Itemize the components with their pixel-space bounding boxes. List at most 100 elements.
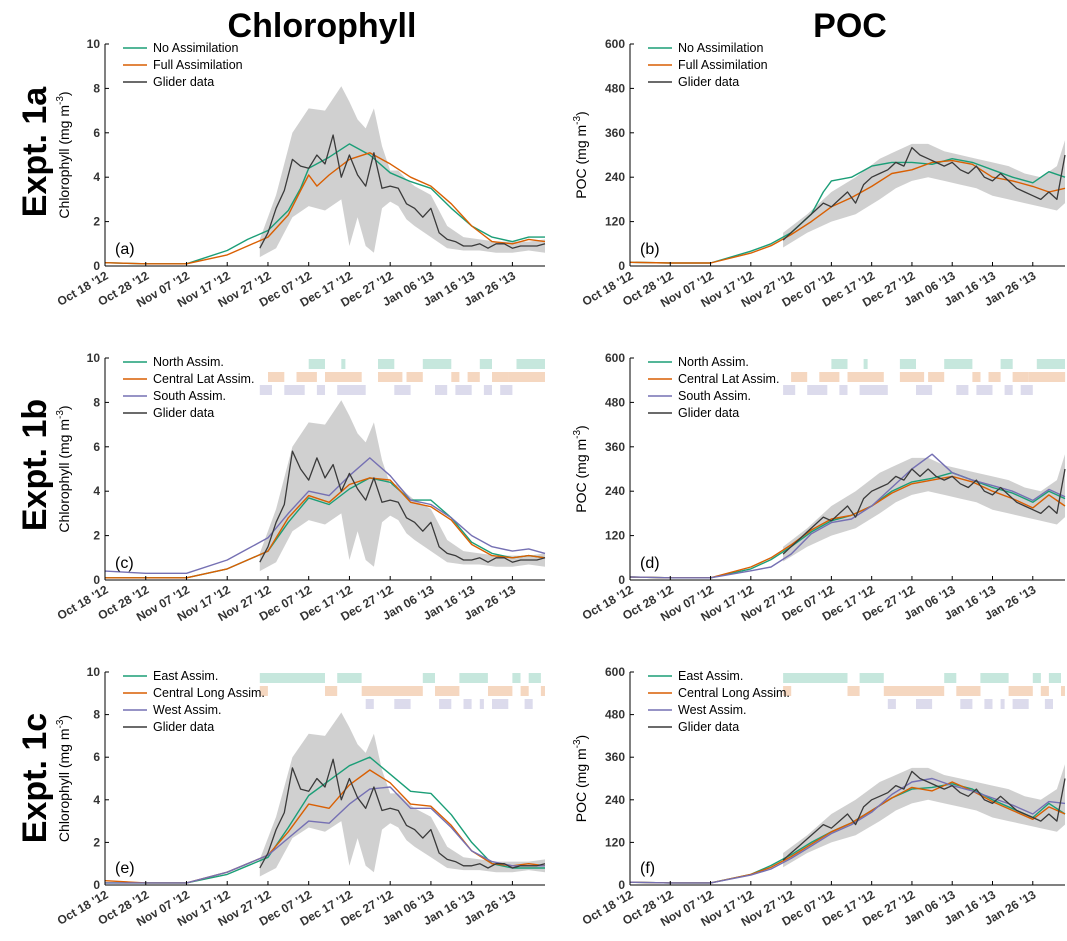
panel-label: (e) [115, 860, 135, 877]
legend-label: Full Assimilation [678, 58, 768, 72]
series-line-glider [782, 146, 1066, 241]
y-tick-label: 240 [605, 484, 625, 498]
y-axis-label: Chlorophyll (mg m-3) [55, 405, 72, 532]
uncertainty-band [259, 712, 545, 877]
y-tick-label: 120 [605, 529, 625, 543]
series-line-glider [259, 450, 546, 563]
assimilation-window-teal [528, 673, 541, 683]
y-tick-label: 10 [87, 351, 101, 365]
series-line-glider [259, 134, 546, 249]
assimilation-window-purple [439, 699, 452, 709]
assimilation-window-orange [540, 686, 545, 696]
y-axis-label: POC (mg m-3) [572, 425, 589, 512]
assimilation-window-purple [524, 699, 533, 709]
series-line-purple [629, 453, 1066, 579]
assimilation-window-teal [980, 673, 1009, 683]
legend-label: Central Lat Assim. [678, 372, 779, 386]
assimilation-window-orange [1012, 372, 1029, 382]
assimilation-window-orange [520, 686, 529, 696]
assimilation-window-teal [422, 673, 435, 683]
legend-label: No Assimilation [153, 41, 238, 55]
legend-label: East Assim. [678, 669, 743, 683]
series-line-orange [105, 477, 546, 579]
assimilation-window-orange [928, 372, 945, 382]
assimilation-window-purple [916, 699, 933, 709]
row-title-expt-1a: Expt. 1a [16, 86, 54, 217]
y-tick-label: 6 [93, 440, 100, 454]
assimilation-window-purple [337, 385, 366, 395]
y-tick-label: 0 [93, 573, 100, 587]
assimilation-window-orange [956, 686, 981, 696]
y-tick-label: 10 [87, 665, 101, 679]
y-tick-label: 240 [605, 170, 625, 184]
assimilation-window-orange [988, 372, 1001, 382]
y-tick-label: 600 [605, 665, 625, 679]
legend-label: Glider data [678, 75, 739, 89]
series-line-glider [259, 758, 546, 869]
row-title-expt-1c: Expt. 1c [16, 713, 54, 843]
assimilation-window-teal [459, 673, 488, 683]
y-tick-label: 120 [605, 215, 625, 229]
y-tick-label: 8 [93, 395, 100, 409]
assimilation-window-purple [394, 385, 411, 395]
assimilation-window-teal [337, 673, 362, 683]
assimilation-window-purple [960, 699, 973, 709]
assimilation-window-teal [944, 359, 973, 369]
y-tick-label: 360 [605, 440, 625, 454]
assimilation-window-purple [1004, 385, 1013, 395]
assimilation-window-orange [492, 372, 509, 382]
y-tick-label: 480 [605, 395, 625, 409]
assimilation-window-orange [296, 372, 317, 382]
y-tick-label: 600 [605, 351, 625, 365]
y-tick-label: 2 [93, 215, 100, 229]
legend-label: South Assim. [153, 389, 226, 403]
assimilation-window-teal [1048, 673, 1061, 683]
assimilation-window-purple [783, 385, 796, 395]
assimilation-window-teal [378, 359, 395, 369]
series-line-glider [782, 468, 1066, 555]
assimilation-window-orange [435, 686, 460, 696]
series-line-purple [104, 457, 546, 574]
assimilation-window-orange [783, 686, 792, 696]
y-tick-label: 4 [93, 793, 100, 807]
y-tick-label: 4 [93, 484, 100, 498]
y-tick-label: 360 [605, 126, 625, 140]
assimilation-window-purple [976, 385, 993, 395]
assimilation-window-orange [508, 372, 545, 382]
series-line-orange [629, 475, 1066, 579]
assimilation-window-teal [1036, 359, 1065, 369]
column-title-chlorophyll: Chlorophyll [228, 7, 417, 45]
y-tick-label: 2 [93, 529, 100, 543]
assimilation-window-purple [259, 385, 272, 395]
assimilation-window-teal [422, 359, 452, 369]
assimilation-window-teal [831, 359, 848, 369]
assimilation-window-teal [516, 359, 545, 369]
y-tick-label: 0 [618, 259, 625, 273]
assimilation-window-orange [1008, 686, 1033, 696]
column-title-poc: POC [813, 7, 887, 45]
legend-label: Central Long Assim. [678, 686, 790, 700]
assimilation-window-orange [819, 372, 840, 382]
y-tick-label: 600 [605, 37, 625, 51]
assimilation-window-teal [863, 359, 868, 369]
legend-label: Glider data [678, 720, 739, 734]
y-tick-label: 0 [93, 878, 100, 892]
assimilation-window-orange [791, 372, 808, 382]
assimilation-window-orange [1061, 686, 1065, 696]
uncertainty-band [783, 140, 1065, 248]
assimilation-window-purple [483, 385, 492, 395]
assimilation-window-orange [1040, 686, 1049, 696]
y-tick-label: 480 [605, 708, 625, 722]
panel-label: (b) [640, 241, 660, 258]
series-line-teal [104, 143, 545, 265]
assimilation-window-purple [839, 385, 848, 395]
assimilation-window-teal [308, 359, 325, 369]
assimilation-window-teal [783, 673, 848, 683]
assimilation-window-teal [1000, 359, 1013, 369]
assimilation-window-orange [406, 372, 423, 382]
series-line-teal [629, 472, 1066, 579]
